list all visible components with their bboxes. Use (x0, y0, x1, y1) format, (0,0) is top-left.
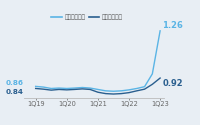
Text: 1.26: 1.26 (162, 21, 183, 30)
Legend: 부기실엉대출, 고정실엉대출: 부기실엉대출, 고정실엉대출 (49, 12, 125, 22)
Text: 0.86: 0.86 (5, 80, 23, 86)
Text: 0.92: 0.92 (162, 79, 183, 88)
Text: 0.84: 0.84 (5, 89, 23, 95)
